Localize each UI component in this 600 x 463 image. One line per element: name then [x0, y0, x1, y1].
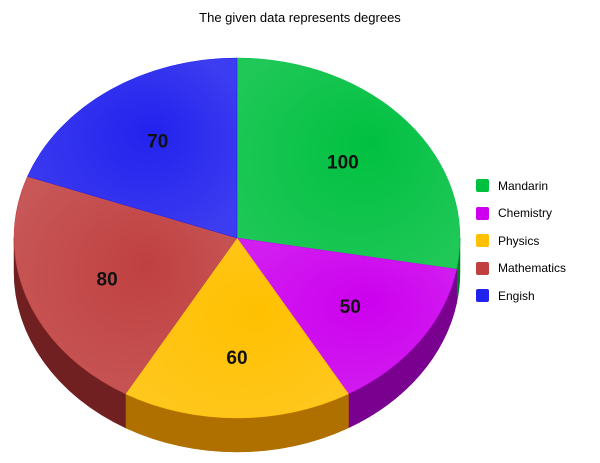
pie-slice-physics: [125, 237, 349, 419]
pie-slice-mathematics: [13, 176, 238, 395]
legend-swatch: [476, 234, 489, 248]
data-label-mandarin: 100: [327, 153, 359, 174]
data-label-physics: 60: [226, 348, 247, 369]
legend-swatch: [476, 179, 489, 193]
pie-slice-chemistry: [236, 237, 457, 395]
legend-swatch: [476, 206, 489, 220]
legend-label: Physics: [498, 233, 540, 248]
data-label-mathematics: 80: [97, 270, 118, 291]
data-label-engish: 70: [147, 132, 168, 153]
pie-slice-engish: [27, 57, 238, 239]
data-label-chemistry: 50: [340, 297, 361, 318]
chart-legend: Mandarin Chemistry Physics Mathematics Engis…: [476, 172, 566, 310]
legend-swatch: [476, 289, 489, 303]
legend-item-engish: Engish: [476, 282, 566, 310]
pie-slice-mandarin: [236, 57, 461, 270]
legend-swatch: [476, 261, 489, 275]
legend-label: Mandarin: [498, 178, 549, 193]
legend-item-physics: Physics: [476, 227, 566, 255]
chart-title: The given data represents degrees: [199, 10, 401, 25]
legend-item-chemistry: Chemistry: [476, 200, 566, 228]
legend-label: Engish: [498, 288, 535, 303]
legend-item-mandarin: Mandarin: [476, 172, 566, 200]
legend-item-mathematics: Mathematics: [476, 255, 566, 283]
legend-label: Chemistry: [498, 206, 553, 221]
legend-label: Mathematics: [498, 261, 567, 276]
